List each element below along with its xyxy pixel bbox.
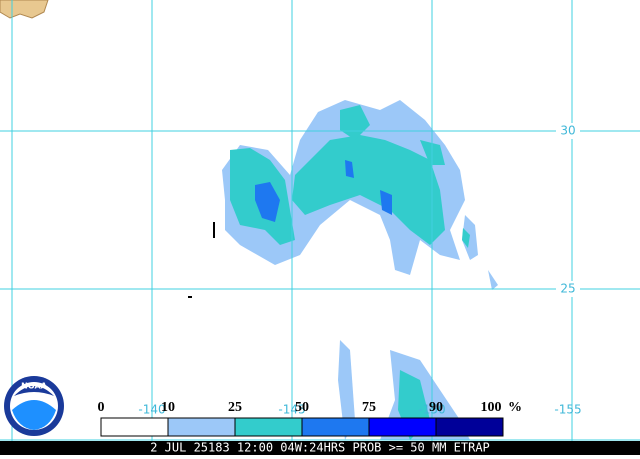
lon-label: -155: [554, 403, 581, 417]
legend-label: 100: [481, 400, 502, 415]
legend-swatch: [234, 417, 303, 437]
lon-label: -145: [278, 403, 305, 417]
legend-label: 50: [295, 400, 309, 415]
precip-high: [255, 160, 392, 222]
legend-swatch: [435, 417, 504, 437]
legend-swatch: [301, 417, 370, 437]
lon-label: -150: [418, 403, 445, 417]
legend-swatch: [167, 417, 236, 437]
legend: 0 10 25 50 75 90 100%: [98, 400, 522, 437]
noaa-logo: NOAA: [4, 376, 64, 436]
footer-bar: [0, 441, 640, 455]
lat-label: 25: [560, 282, 575, 296]
legend-label: 0: [98, 400, 105, 415]
logo-bird: [14, 386, 54, 396]
legend-label: 10: [161, 400, 175, 415]
legend-swatch: [100, 417, 169, 437]
legend-label: 25: [228, 400, 242, 415]
lon-label: -140: [138, 403, 165, 417]
logo-wave: [12, 400, 56, 430]
footer-text: 2 JUL 25183 12:00 04W:24HRS PROB >= 50 M…: [150, 441, 490, 455]
legend-swatch: [368, 417, 437, 437]
legend-label: 75: [362, 400, 376, 415]
graticule: [0, 0, 640, 441]
logo-text: NOAA: [21, 382, 47, 391]
legend-label: 90: [429, 400, 443, 415]
label-bg: [556, 123, 580, 139]
label-bg: [556, 281, 580, 297]
legend-unit: %: [508, 400, 522, 415]
lat-label: 30: [560, 124, 575, 138]
